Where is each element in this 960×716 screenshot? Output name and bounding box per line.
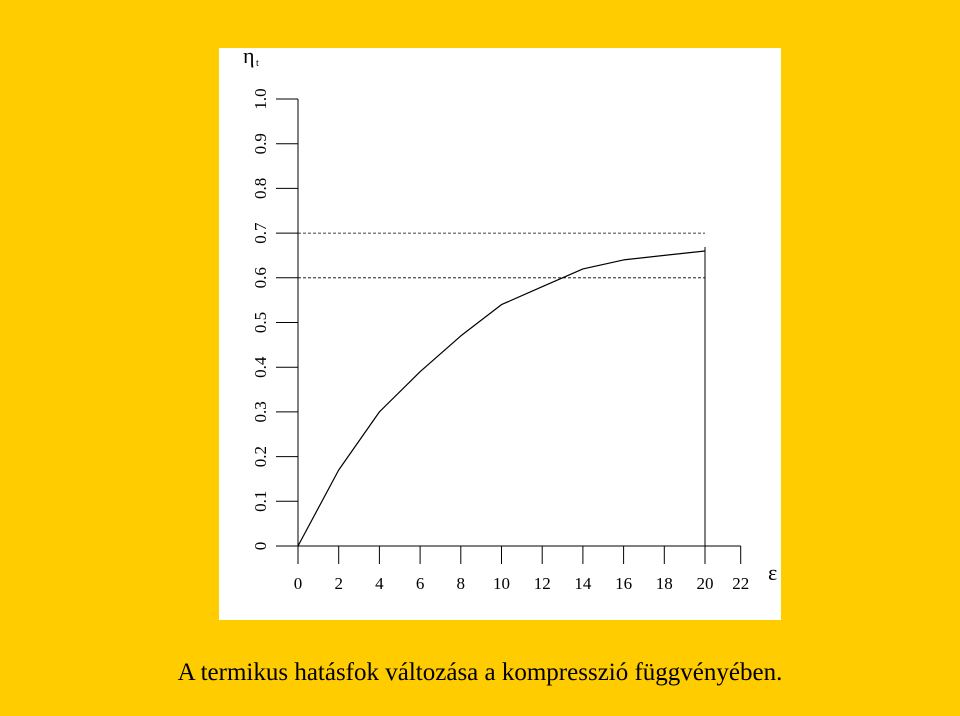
x-tick-label: 22 xyxy=(732,574,749,593)
x-tick-label: 16 xyxy=(615,574,632,593)
x-tick-label: 20 xyxy=(697,574,714,593)
x-tick-label: 8 xyxy=(457,574,466,593)
y-tick-label: 0.2 xyxy=(251,446,270,467)
y-tick-label: 0.1 xyxy=(251,491,270,512)
x-tick-label: 6 xyxy=(416,574,425,593)
curve xyxy=(297,250,706,547)
y-axis-label-sub: t xyxy=(256,58,259,69)
x-tick-label: 12 xyxy=(534,574,551,593)
y-tick-label: 0.4 xyxy=(251,356,270,378)
y-tick-label: 0.3 xyxy=(251,401,270,422)
y-tick-label: 0.8 xyxy=(251,178,270,199)
y-axis-label: η xyxy=(243,43,255,68)
y-tick-label: 0.9 xyxy=(251,133,270,154)
x-tick-label: 14 xyxy=(574,574,592,593)
x-tick-label: 4 xyxy=(375,574,384,593)
x-tick-label: 10 xyxy=(493,574,510,593)
chart-panel xyxy=(219,48,781,620)
slide-title: A termikus hatásfok változása a kompress… xyxy=(178,659,783,686)
y-tick-label: 0.7 xyxy=(251,222,270,244)
x-tick-label: 18 xyxy=(656,574,673,593)
x-axis-label: ε xyxy=(768,560,777,585)
y-tick-label: 0 xyxy=(251,542,270,551)
y-tick-label: 0.5 xyxy=(251,312,270,333)
y-tick-label: 1.0 xyxy=(251,88,270,109)
y-tick-label: 0.6 xyxy=(251,267,270,288)
x-tick-label: 2 xyxy=(334,574,343,593)
x-tick-label: 0 xyxy=(294,574,303,593)
